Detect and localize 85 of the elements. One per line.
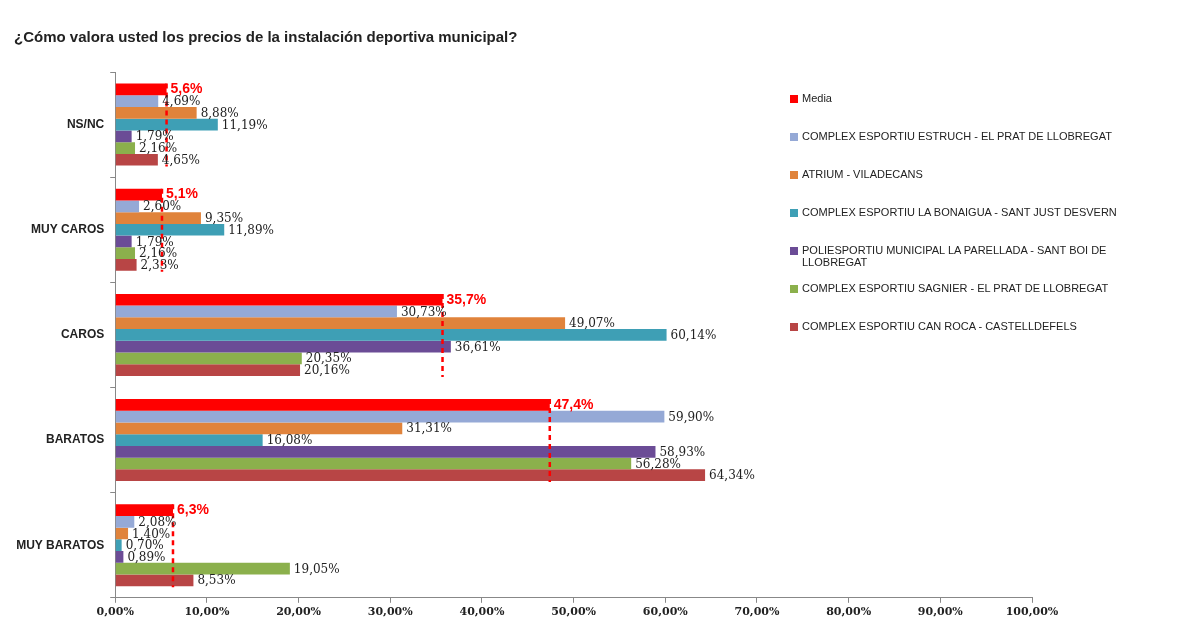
bar (115, 142, 136, 154)
y-tick-label: CAROS (60, 327, 105, 342)
data-label: 59,90% (668, 409, 715, 424)
bar (115, 574, 194, 587)
bar (115, 515, 135, 528)
bar (115, 235, 132, 248)
bar (115, 410, 665, 423)
bar (115, 551, 124, 563)
bar (115, 434, 263, 446)
data-label: 5,6% (170, 80, 204, 97)
x-tick-label: 60,00% (642, 605, 689, 619)
data-label: 49,07% (569, 316, 615, 331)
bar (115, 352, 302, 365)
data-label: 64,34% (709, 468, 755, 483)
y-tick-label: NS/NC (66, 116, 105, 131)
data-label: 2,33% (140, 258, 179, 273)
data-label: 1,79% (135, 234, 174, 249)
y-tick-label: MUY CAROS (31, 222, 105, 237)
data-label: 11,19% (221, 117, 268, 132)
data-label: 60,14% (670, 328, 717, 343)
bar (115, 130, 132, 143)
bar (115, 562, 290, 575)
bar (115, 422, 403, 435)
data-label: 36,61% (454, 339, 501, 354)
bar (115, 317, 566, 330)
bar (115, 340, 451, 353)
bar (115, 305, 397, 318)
bar (115, 259, 137, 271)
bar (115, 247, 136, 260)
bar (115, 95, 159, 107)
data-label: 20,16% (304, 363, 350, 378)
x-tick-label: 20,00% (276, 605, 322, 619)
data-label: 56,28% (635, 456, 681, 471)
data-label: 2,16% (139, 246, 178, 261)
data-label: 19,05% (293, 561, 340, 576)
bar (115, 118, 218, 131)
bar (115, 364, 301, 376)
data-label: 31,31% (406, 421, 453, 436)
data-label: 0,70% (125, 538, 164, 553)
data-label: 5,1% (165, 185, 199, 202)
x-tick-label: 100,00% (1005, 605, 1059, 619)
data-label: 2,60% (143, 199, 182, 214)
legend-label: POLIESPORTIU MUNICIPAL LA PARELLADA - SANT BOI DE LLOBREGAT (802, 244, 1108, 268)
bar (115, 329, 667, 341)
x-tick-label: 80,00% (826, 605, 872, 619)
bar (115, 445, 656, 458)
legend-label: COMPLEX ESPORTIU ESTRUCH - EL PRAT DE LLOBREGAT (802, 130, 1112, 142)
x-tick-label: 0,00% (96, 605, 135, 619)
data-label: 20,35% (305, 351, 352, 366)
bar (115, 212, 201, 224)
data-label: 1,79% (135, 129, 174, 144)
data-label: 2,08% (138, 514, 177, 529)
data-label: 8,88% (200, 105, 239, 120)
data-label: 30,73% (400, 304, 447, 319)
legend-label: Media (802, 92, 832, 104)
bar (115, 539, 122, 552)
x-tick-label: 10,00% (184, 605, 230, 619)
bar (115, 457, 632, 470)
bar (115, 107, 197, 119)
data-label: 8,53% (197, 573, 236, 588)
x-tick-label: 40,00% (459, 605, 505, 619)
legend-label: COMPLEX ESPORTIU LA BONAIGUA - SANT JUST DESVERN (802, 206, 1117, 218)
bar (115, 469, 706, 482)
y-tick-label: BARATOS (45, 432, 105, 447)
data-label: 6,3% (176, 500, 210, 517)
data-label: 4,69% (162, 94, 201, 109)
data-label: 0,89% (127, 550, 166, 565)
legend-label: COMPLEX ESPORTIU SAGNIER - EL PRAT DE LLOBREGAT (802, 282, 1109, 294)
bar (115, 527, 129, 540)
legend-label: COMPLEX ESPORTIU CAN ROCA - CASTELLDEFELS (802, 320, 1077, 332)
y-tick-label: MUY BARATOS (16, 537, 105, 552)
x-tick-label: 90,00% (917, 605, 964, 619)
data-label: 58,93% (659, 444, 706, 459)
bar (115, 223, 225, 236)
data-label: 1,40% (132, 526, 171, 541)
data-label: 16,08% (266, 433, 313, 448)
x-tick-label: 50,00% (551, 605, 597, 619)
data-label: 47,4% (553, 395, 595, 412)
bar (115, 153, 158, 166)
data-label: 35,7% (446, 290, 487, 307)
legend-label: ATRIUM - VILADECANS (802, 168, 923, 180)
x-tick-label: 30,00% (367, 605, 414, 619)
bar (115, 200, 140, 213)
chart-title: ¿Cómo valora usted los precios de la instalación deportiva municipal? (14, 28, 518, 45)
x-tick-label: 70,00% (734, 605, 780, 619)
